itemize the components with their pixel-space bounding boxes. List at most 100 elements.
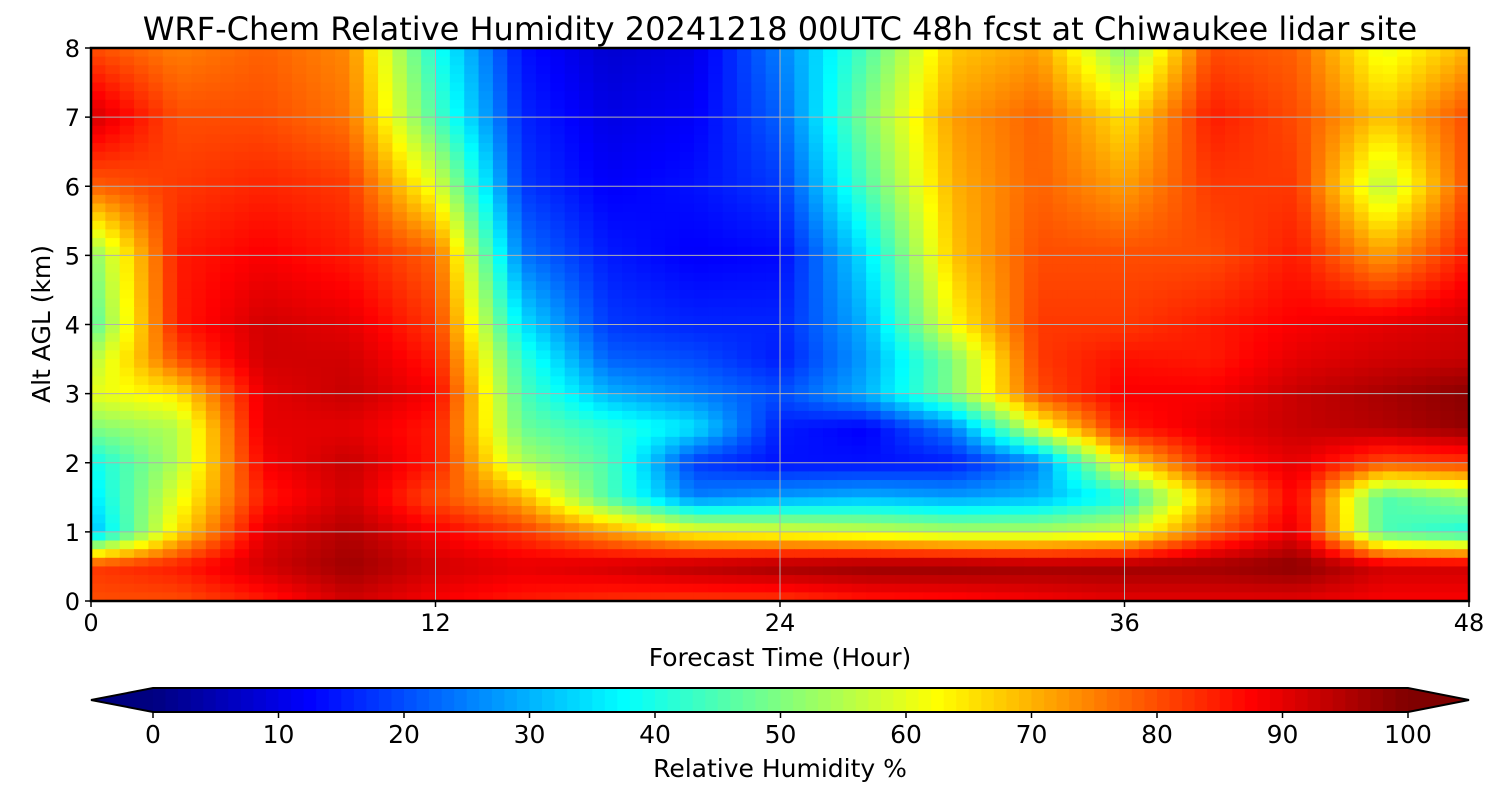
heatmap-cell [1268,384,1283,395]
heatmap-cell [550,315,566,326]
heatmap-cell [952,367,968,377]
heatmap-cell [392,419,408,429]
heatmap-cell [937,203,953,213]
heatmap-cell [837,419,853,429]
heatmap-cell [622,359,638,369]
heatmap-cell [1024,359,1039,369]
heatmap-cell [177,436,193,447]
heatmap-cell [636,91,652,101]
heatmap-cell [1138,255,1154,265]
heatmap-cell [234,125,250,136]
heatmap-cell [966,445,982,455]
heatmap-cell [449,255,465,265]
heatmap-cell [248,480,264,490]
heatmap-cell [650,272,666,282]
heatmap-cell [636,177,652,187]
heatmap-cell [952,419,968,429]
heatmap-cell [392,255,408,265]
heatmap-cell [909,203,925,213]
heatmap-cell [263,168,279,179]
heatmap-cell [1124,367,1140,377]
heatmap-cell [521,194,537,205]
heatmap-cell [1038,134,1054,144]
heatmap-cell [119,289,135,300]
heatmap-cell [564,462,580,472]
heatmap-cell [220,238,236,248]
heatmap-cell [607,108,623,118]
heatmap-cell [1354,65,1370,75]
heatmap-cell [593,480,609,490]
heatmap-cell [665,384,681,395]
heatmap-cell [650,471,666,481]
heatmap-cell [191,324,207,334]
heatmap-cell [607,73,623,84]
heatmap-cell [995,160,1011,170]
heatmap-cell [392,307,408,317]
heatmap-cell [708,151,724,161]
heatmap-cell [736,341,752,352]
heatmap-cell [291,73,307,84]
heatmap-cell [722,238,738,248]
heatmap-cell [478,324,494,334]
heatmap-cell [449,48,465,58]
heatmap-cell [851,324,867,334]
heatmap-cell [449,264,465,274]
heatmap-cell [1009,428,1025,438]
heatmap-cell [665,220,681,231]
heatmap-cell [162,194,178,205]
heatmap-cell [579,410,594,421]
heatmap-cell [1167,454,1183,464]
heatmap-cell [234,359,250,369]
heatmap-cell [291,419,307,429]
heatmap-cell [1138,82,1154,92]
heatmap-cell [837,73,853,84]
heatmap-cell [191,488,207,498]
heatmap-cell [751,238,767,248]
heatmap-cell [1224,298,1240,308]
heatmap-cell [1153,220,1169,231]
heatmap-cell [837,376,853,386]
heatmap-cell [622,480,638,490]
heatmap-cell [1454,341,1469,352]
heatmap-cell [478,56,494,66]
heatmap-cell [1181,194,1197,205]
heatmap-cell [1354,281,1370,291]
heatmap-cell [780,307,795,317]
heatmap-cell [780,324,795,334]
heatmap-cell [1368,480,1384,490]
heatmap-cell [866,341,882,352]
heatmap-cell [765,419,781,429]
heatmap-cell [1311,186,1327,196]
heatmap-cell [736,324,752,334]
heatmap-cell [134,117,150,127]
heatmap-cell [980,246,996,256]
heatmap-cell [1124,177,1140,187]
heatmap-cell [1153,134,1169,144]
heatmap-cell [1440,480,1456,490]
heatmap-cell [808,324,824,334]
heatmap-cell [1440,359,1456,369]
heatmap-cell [923,402,939,412]
heatmap-cell [1009,82,1025,92]
heatmap-cell [937,212,953,222]
heatmap-cell [550,307,566,317]
heatmap-cell [780,289,795,300]
heatmap-cell [1009,186,1025,196]
heatmap-cell [148,48,164,58]
heatmap-cell [1081,436,1097,447]
heatmap-cell [579,65,594,75]
heatmap-cell [248,272,264,282]
heatmap-cell [1325,480,1341,490]
heatmap-cell [765,56,781,66]
heatmap-cell [291,471,307,481]
heatmap-cell [349,160,365,170]
heatmap-cell [722,376,738,386]
heatmap-cell [248,134,264,144]
heatmap-cell [507,436,523,447]
heatmap-cell [1354,298,1370,308]
heatmap-cell [909,73,925,84]
heatmap-cell [550,220,566,231]
heatmap-cell [1009,168,1025,179]
heatmap-cell [1296,203,1312,213]
heatmap-cell [1181,428,1197,438]
